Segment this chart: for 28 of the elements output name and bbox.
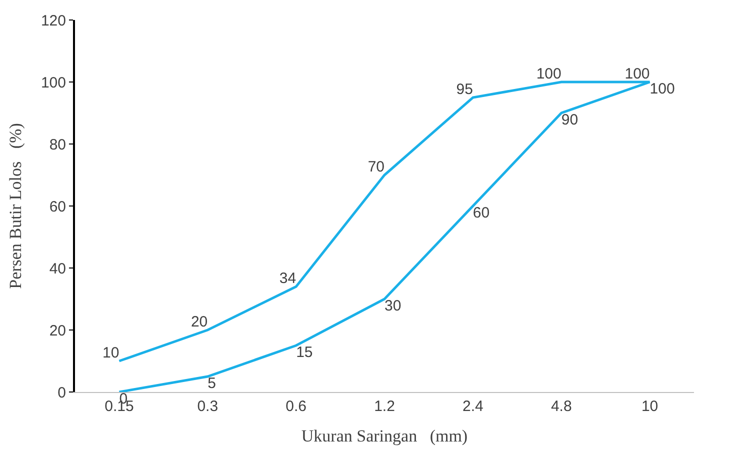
data-label: 90 bbox=[561, 111, 578, 128]
y-tick-label: 120 bbox=[40, 12, 66, 30]
y-tick-label: 40 bbox=[49, 260, 66, 278]
x-tick-label: 2.4 bbox=[462, 398, 484, 415]
x-tick-label: 0.6 bbox=[286, 398, 306, 415]
data-label: 20 bbox=[190, 313, 208, 330]
data-label: 15 bbox=[296, 344, 313, 361]
y-tick-label: 0 bbox=[58, 384, 66, 402]
x-tick-label: 4.8 bbox=[550, 398, 572, 415]
data-label: 95 bbox=[456, 80, 473, 98]
x-axis-title: Ukuran Saringan (mm) bbox=[301, 426, 468, 446]
data-label: 100 bbox=[624, 65, 650, 82]
y-tick-label: 80 bbox=[49, 136, 66, 154]
y-tick-label: 100 bbox=[40, 74, 66, 92]
y-tick-label: 60 bbox=[49, 198, 66, 216]
data-label: 34 bbox=[279, 270, 296, 287]
data-label: 100 bbox=[536, 65, 562, 82]
y-tick-label: 20 bbox=[49, 322, 66, 340]
y-axis-title: Persen Butir Lolos (%) bbox=[6, 123, 26, 289]
data-label: 100 bbox=[650, 80, 675, 98]
x-tick-label: 10 bbox=[641, 398, 658, 415]
x-tick-label: 0.3 bbox=[197, 398, 218, 415]
data-label: 5 bbox=[208, 374, 216, 392]
data-label: 30 bbox=[384, 297, 402, 314]
x-tick-label: 1.2 bbox=[374, 398, 395, 415]
data-label: 10 bbox=[102, 344, 120, 362]
data-label: 70 bbox=[368, 158, 384, 176]
data-label: 60 bbox=[472, 204, 490, 222]
